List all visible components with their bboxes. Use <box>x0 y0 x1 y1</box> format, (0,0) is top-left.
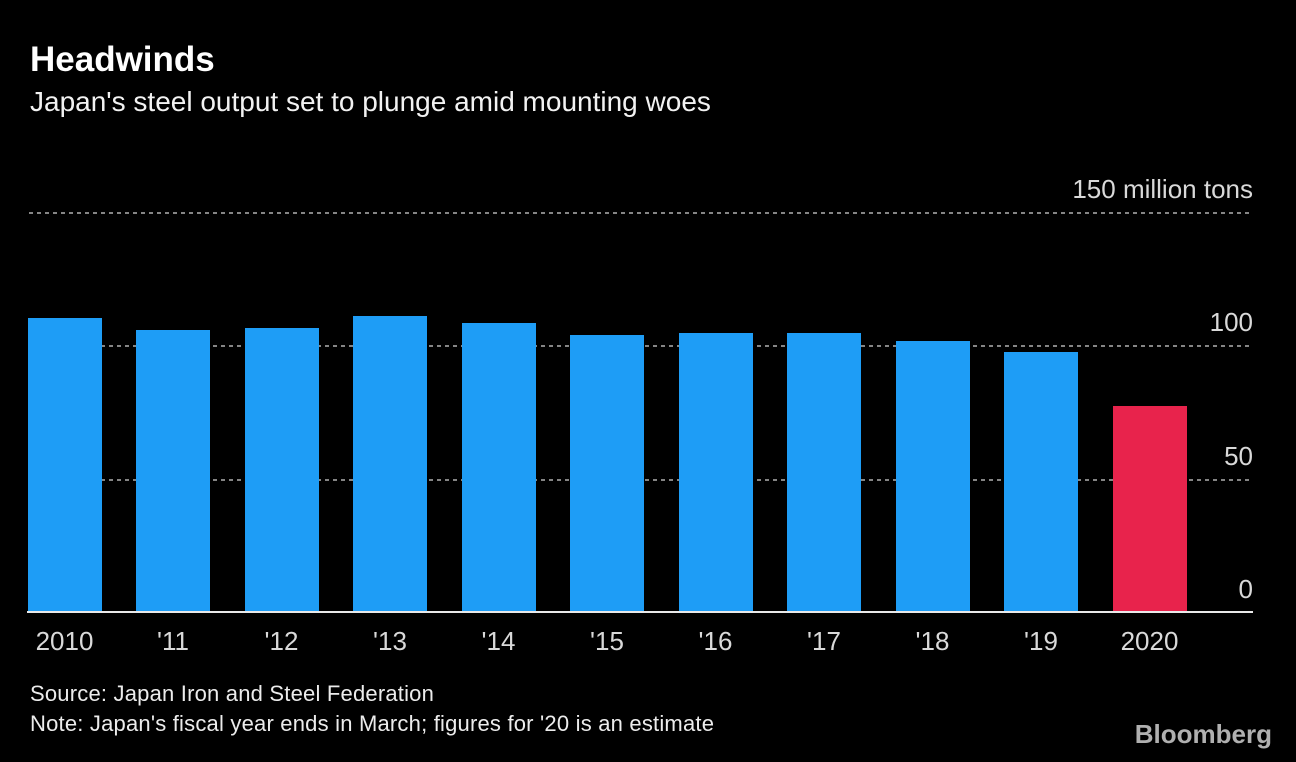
bar-15 <box>570 335 644 611</box>
bloomberg-logo: Bloomberg <box>1134 719 1272 749</box>
bar-2010 <box>27 317 102 611</box>
bar-11 <box>136 330 210 611</box>
x-tick-19: '19 <box>1024 626 1058 656</box>
x-tick-11: '11 <box>157 626 189 656</box>
y-tick-0: 0 <box>1238 574 1253 604</box>
bar-14 <box>461 322 536 611</box>
bar-17 <box>787 333 861 611</box>
x-tick-15: '15 <box>590 626 624 656</box>
x-tick-14: '14 <box>481 626 516 656</box>
y-tick-150: 150 million tons <box>1072 174 1253 204</box>
x-tick-2010: 2010 <box>35 626 94 656</box>
x-axis-line <box>27 611 1253 613</box>
y-tick-50: 50 <box>1224 440 1253 471</box>
bar-18 <box>895 341 970 611</box>
chart-title: Headwinds <box>30 40 215 79</box>
y-tick-100: 100 <box>1209 307 1253 338</box>
chart-subtitle: Japan's steel output set to plunge amid … <box>30 86 711 117</box>
bar-12 <box>244 327 319 611</box>
plot-area: 2010 '11 '12 '13 '14 '15 '16 '17 '18 '19 2020 150 m… <box>27 174 1253 656</box>
bar-2020 <box>1112 406 1187 611</box>
x-tick-17: '17 <box>807 626 841 656</box>
x-tick-12: '12 <box>264 626 299 656</box>
note-text: Note: Japan's fiscal year ends in March;… <box>30 711 715 736</box>
x-tick-13: '13 <box>373 626 407 656</box>
bar-16 <box>678 333 753 611</box>
x-tick-2020: 2020 <box>1120 626 1179 656</box>
gridline-150 <box>29 212 1253 214</box>
bar-19 <box>1004 351 1078 611</box>
x-tick-18: '18 <box>915 626 950 656</box>
x-tick-16: '16 <box>698 626 733 656</box>
bar-13 <box>353 315 427 611</box>
source-text: Source: Japan Iron and Steel Federation <box>30 681 435 706</box>
